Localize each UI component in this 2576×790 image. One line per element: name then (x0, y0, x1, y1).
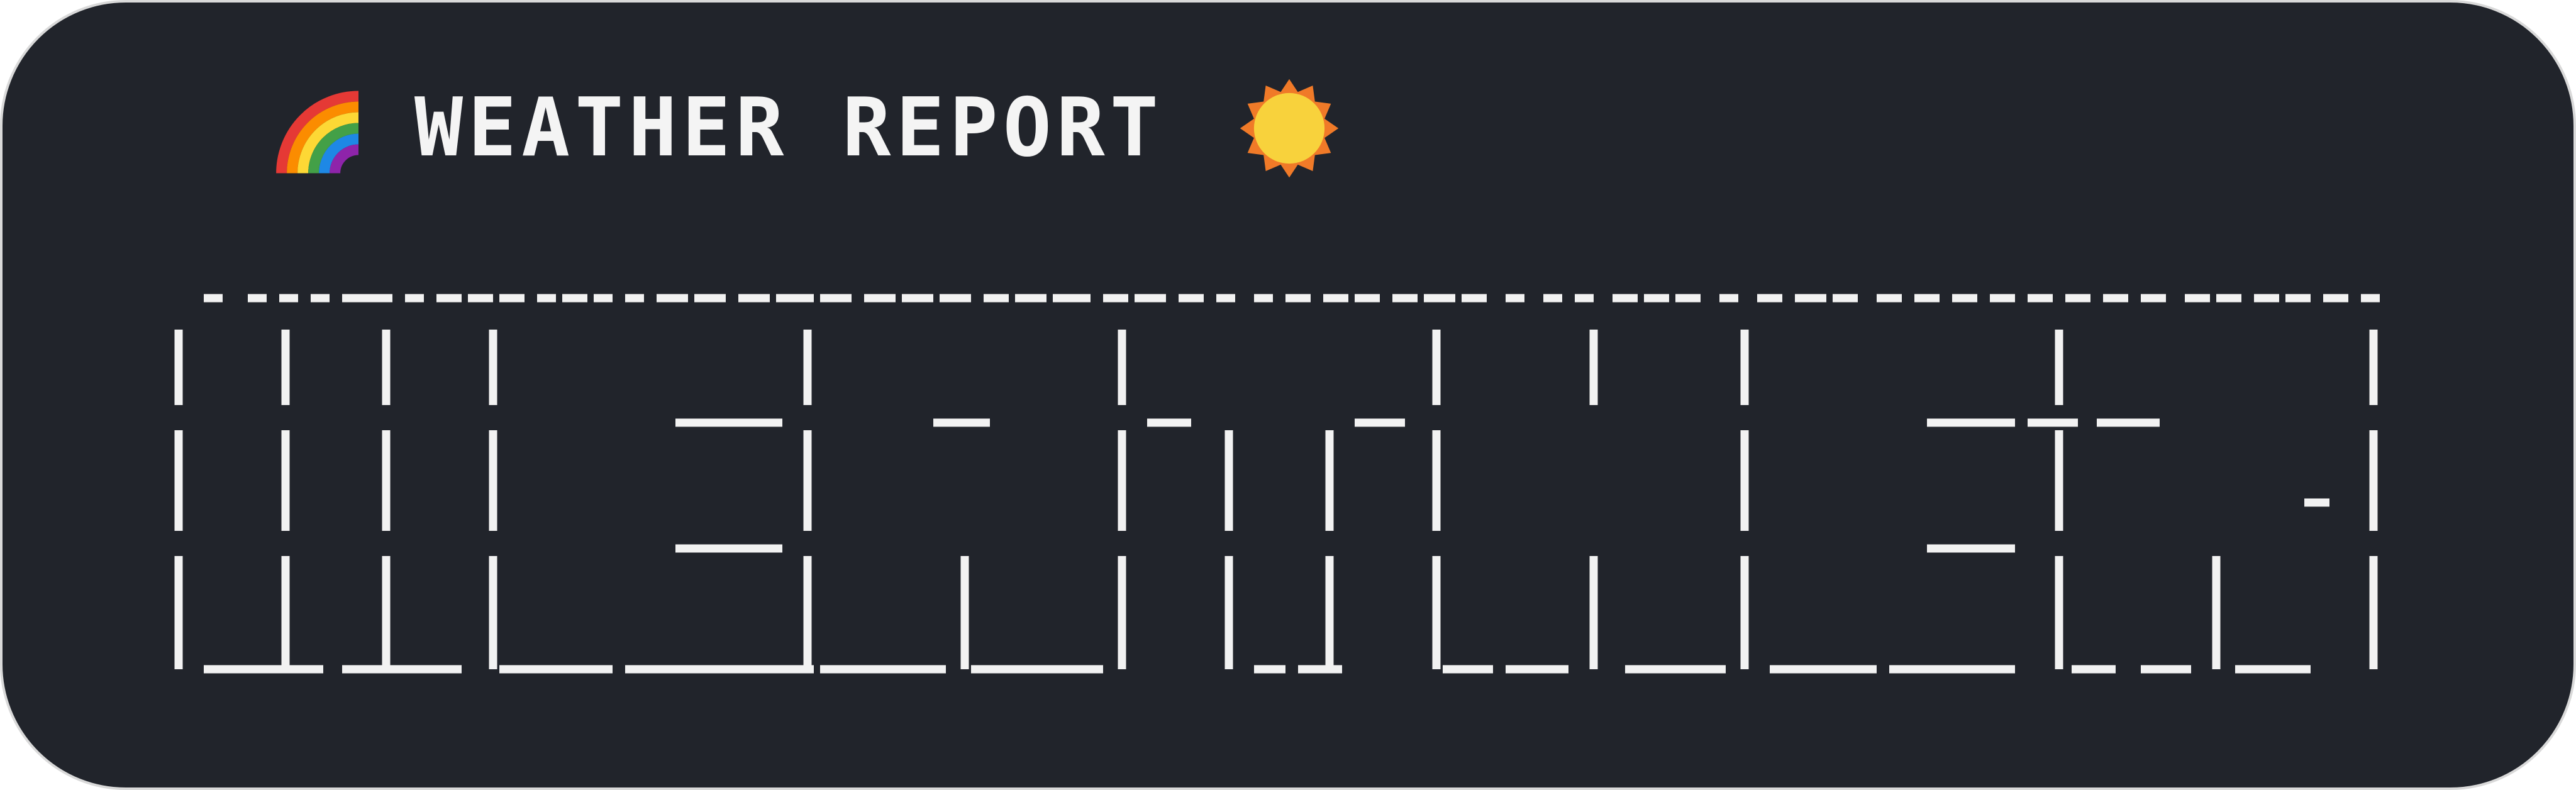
header: WEATHER REPORT (273, 72, 1343, 185)
page-title: WEATHER REPORT (414, 81, 1163, 175)
sun-icon (1240, 79, 1339, 178)
ascii-art-weather-banner (174, 294, 2380, 674)
rainbow-icon (276, 91, 359, 174)
